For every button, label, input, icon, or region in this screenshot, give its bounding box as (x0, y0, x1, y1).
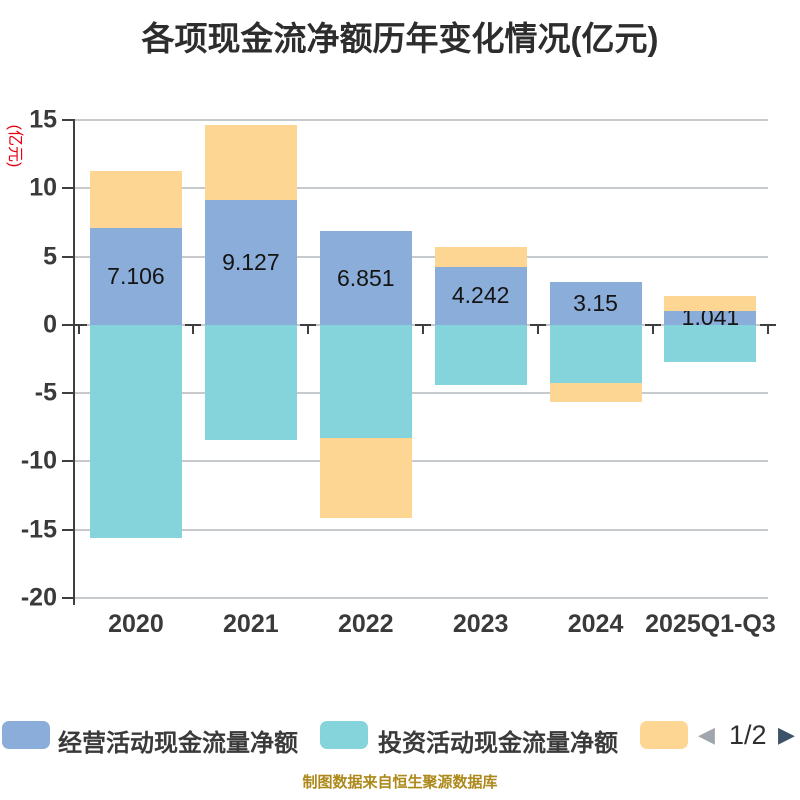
gridline (75, 392, 768, 395)
legend-swatch-financing[interactable] (640, 721, 688, 749)
y-tick-label: -20 (20, 583, 57, 612)
x-axis-tick (192, 324, 195, 334)
y-tick-label: -15 (20, 515, 57, 544)
bar-value-label: 3.15 (573, 289, 618, 316)
x-axis-tick (530, 323, 547, 326)
x-axis-tick (307, 324, 310, 334)
data-source-note: 制图数据来自恒生聚源数据库 (302, 774, 498, 791)
bar-value-label: 6.851 (336, 264, 395, 291)
bar-segment[interactable] (204, 324, 297, 440)
y-tick-label: -5 (34, 378, 57, 407)
bar-value-label: 4.242 (451, 282, 510, 309)
y-tick-label: -10 (20, 446, 57, 475)
bar-segment[interactable] (664, 295, 757, 311)
y-axis-tick (62, 460, 73, 463)
gridline (75, 119, 768, 121)
y-axis-tick (62, 392, 73, 395)
x-tick-label: 2025Q1-Q3 (645, 610, 776, 638)
gridline (75, 460, 768, 463)
bar-segment[interactable] (89, 171, 182, 228)
bar-segment[interactable]: 7.106 (89, 227, 182, 325)
bar-value-label: 1.041 (681, 310, 740, 325)
y-tick-label: 15 (29, 105, 57, 134)
gridline (75, 528, 768, 531)
plot-area: 15 10 5 0 -5 -10 -15 -20 7.106 2020 9.127 2021 6.851… (21, 106, 776, 638)
bar-value-label: 9.127 (222, 249, 280, 276)
legend-next-page-icon[interactable]: ▶ (778, 722, 795, 747)
gridline (75, 187, 768, 190)
bar-segment[interactable] (549, 324, 642, 383)
x-axis-tick (77, 324, 80, 334)
x-axis-tick (537, 324, 540, 334)
bar-segment[interactable]: 4.242 (434, 266, 527, 325)
x-tick-label: 2024 (567, 610, 624, 638)
y-axis-line (73, 119, 75, 605)
y-tick-label: 10 (29, 173, 57, 202)
y-axis-tick (62, 528, 73, 531)
bar-segment[interactable] (664, 324, 757, 362)
legend-label-investing[interactable]: 投资活动现金流量净额 (378, 730, 618, 757)
gridline (75, 597, 768, 599)
bar-segment[interactable]: 1.041 (664, 310, 757, 325)
bar-value-label: 7.106 (107, 262, 165, 289)
x-axis-tick (300, 323, 317, 326)
bar-segment[interactable] (549, 382, 642, 402)
y-tick-label: 0 (43, 310, 57, 339)
x-axis-tick (645, 323, 661, 326)
legend-label-operating[interactable]: 经营活动现金流量净额 (58, 730, 298, 757)
bar-segment[interactable]: 3.15 (549, 281, 642, 325)
bar-segment[interactable] (319, 324, 412, 438)
legend: 经营活动现金流量净额 投资活动现金流量净额 ◀ 1/2 ▶ (0, 714, 800, 757)
x-axis-tick (422, 324, 425, 334)
bar-segment[interactable] (204, 125, 297, 201)
legend-swatch-operating[interactable] (2, 721, 50, 749)
y-axis-tick (62, 119, 73, 121)
bar-segment[interactable] (319, 437, 412, 518)
x-tick-label: 2023 (452, 610, 509, 638)
y-axis-tick (62, 255, 73, 258)
bar-segment[interactable] (89, 324, 182, 538)
x-tick-label: 2022 (337, 610, 394, 638)
y-tick-label: 5 (43, 242, 57, 271)
x-axis-tick (185, 323, 202, 326)
x-tick-label: 2021 (223, 610, 279, 638)
x-axis-tick (766, 324, 769, 334)
y-axis-tick (62, 323, 73, 326)
legend-prev-page-icon[interactable]: ◀ (698, 722, 715, 747)
x-axis-tick (415, 323, 432, 326)
bar-segment[interactable]: 6.851 (319, 231, 412, 325)
x-axis-tick (70, 323, 87, 326)
y-axis-tick (62, 597, 73, 599)
x-tick-label: 2020 (108, 610, 164, 638)
x-axis-tick (759, 323, 776, 326)
bar-segment[interactable] (434, 246, 527, 267)
chart-title: 各项现金流净额历年变化情况(亿元) (141, 20, 659, 57)
legend-page-indicator: 1/2 (729, 720, 767, 750)
legend-swatch-investing[interactable] (320, 721, 368, 749)
bar-segment[interactable]: 9.127 (204, 200, 297, 325)
bar-segment[interactable] (434, 324, 527, 385)
x-axis-tick (652, 324, 654, 334)
gridline (75, 255, 768, 258)
y-axis-tick (62, 187, 73, 190)
